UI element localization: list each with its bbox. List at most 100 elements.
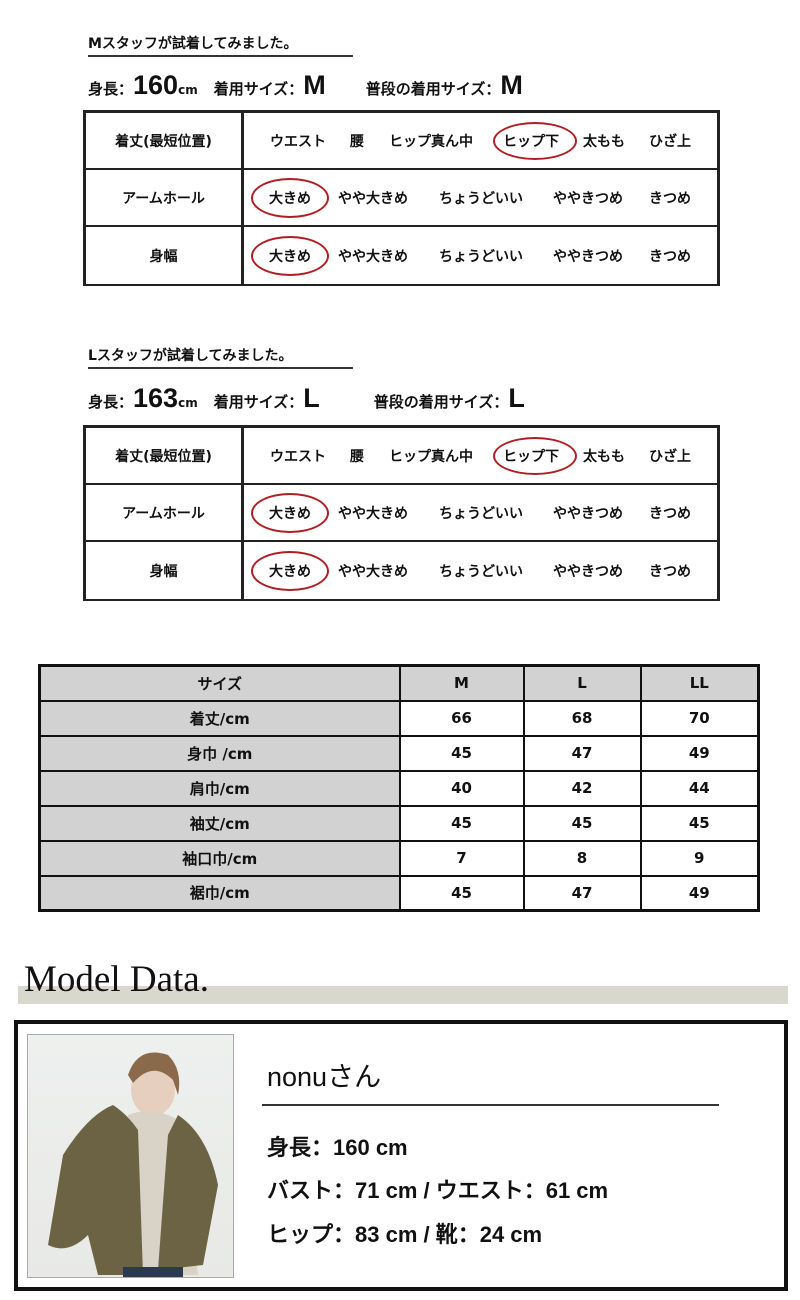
wear: M <box>303 70 326 100</box>
wear-label: 着用サイズ： <box>213 393 304 411</box>
selected-highlight-ring <box>251 235 329 276</box>
usual: L <box>508 383 525 413</box>
height-label: 身長： <box>88 393 134 411</box>
fit-option: きつめ <box>649 563 691 580</box>
fit-option: きつめ <box>649 248 691 265</box>
height: 160 <box>133 70 179 100</box>
fit-option: ひざ上 <box>649 133 691 150</box>
fit-option: やや大きめ <box>338 248 408 265</box>
fit-option: やや大きめ <box>338 190 408 207</box>
fit-table: 着丈(最短位置) ウエスト腰ヒップ真ん中 ヒップ下 太もも ひざ上 アームホール 大きめ やや… <box>83 425 720 601</box>
fit-options: 大きめ やや大きめ ちょうどいい ややきつめ きつめ <box>244 542 717 599</box>
size-table: サイズ M L LL 着丈/cm 66 68 70 身巾 /cm 45 47 49 肩巾/cm 40 42… <box>38 664 760 912</box>
size-row: 袖口巾/cm 7 8 9 <box>38 839 760 877</box>
fit-row: アームホール 大きめ やや大きめ ちょうどいい ややきつめ きつめ <box>86 485 717 542</box>
size-row: 身巾 /cm 45 47 49 <box>38 734 760 772</box>
fit-options: ウエスト腰ヒップ真ん中 ヒップ下 太もも ひざ上 <box>244 428 717 483</box>
fit-row-label: 身幅 <box>86 542 244 599</box>
model-data-bar <box>18 986 788 1004</box>
fit-option: 腰 <box>350 133 364 150</box>
usual-label: 普段の着用サイズ： <box>365 80 501 98</box>
height-unit: cm <box>178 83 198 97</box>
size-value: 47 <box>522 734 642 772</box>
fit-option: ウエスト <box>270 448 326 465</box>
size-row: 着丈/cm 66 68 70 <box>38 699 760 737</box>
fit-option: ヒップ真ん中 <box>389 133 473 150</box>
model-name: nonuさん <box>267 1062 382 1092</box>
size-header-cell: L <box>522 664 642 702</box>
size-value: 66 <box>398 699 525 737</box>
fit-option: ややきつめ <box>553 190 623 207</box>
size-value: 40 <box>398 769 525 807</box>
size-value: 45 <box>398 734 525 772</box>
size-row-label: 肩巾/cm <box>38 769 401 807</box>
fit-option: ちょうどいい <box>439 248 523 265</box>
fit-option: きつめ <box>649 190 691 207</box>
model-height: 身長：160 cm <box>267 1135 408 1160</box>
fit-table: 着丈(最短位置) ウエスト腰ヒップ真ん中 ヒップ下 太もも ひざ上 アームホール 大きめ やや… <box>83 110 720 286</box>
fit-row: 身幅 大きめ やや大きめ ちょうどいい ややきつめ きつめ <box>86 227 717 284</box>
size-header-cell: サイズ <box>38 664 401 702</box>
fit-row-label: アームホール <box>86 485 244 540</box>
fit-row-label: 着丈(最短位置) <box>86 113 244 168</box>
fit-options: ウエスト腰ヒップ真ん中 ヒップ下 太もも ひざ上 <box>244 113 717 168</box>
size-row: 袖丈/cm 45 45 45 <box>38 804 760 842</box>
wear: L <box>303 383 320 413</box>
size-row-label: 身巾 /cm <box>38 734 401 772</box>
size-value: 45 <box>639 804 760 842</box>
fit-option: ちょうどいい <box>439 563 523 580</box>
fit-option: ややきつめ <box>553 563 623 580</box>
staff-stats: 身長： 163 cm 着用サイズ： L 普段の着用サイズ： L <box>88 383 525 414</box>
size-header-cell: LL <box>639 664 760 702</box>
size-row: 肩巾/cm 40 42 44 <box>38 769 760 807</box>
fit-options: 大きめ やや大きめ ちょうどいい ややきつめ きつめ <box>244 170 717 225</box>
size-value: 45 <box>522 804 642 842</box>
height-label: 身長： <box>88 80 134 98</box>
size-row-label: 袖口巾/cm <box>38 839 401 877</box>
model-data-box <box>14 1020 788 1291</box>
fit-option: きつめ <box>649 505 691 522</box>
model-bust-waist: バスト：71 cm / ウエスト：61 cm <box>267 1178 609 1203</box>
model-photo <box>27 1034 234 1278</box>
fit-options: 大きめ やや大きめ ちょうどいい ややきつめ きつめ <box>244 485 717 540</box>
selected-highlight-ring <box>493 121 577 160</box>
size-value: 47 <box>522 874 642 912</box>
size-value: 49 <box>639 734 760 772</box>
staff-title: Mスタッフが試着してみました。 <box>88 33 353 57</box>
size-value: 45 <box>398 874 525 912</box>
fit-row-label: 着丈(最短位置) <box>86 428 244 483</box>
height-unit: cm <box>178 396 198 410</box>
fit-row: 身幅 大きめ やや大きめ ちょうどいい ややきつめ きつめ <box>86 542 717 599</box>
fit-option: 腰 <box>350 448 364 465</box>
size-value: 7 <box>398 839 525 877</box>
model-data-title: Model Data. <box>24 959 209 1000</box>
staff-title: Lスタッフが試着してみました。 <box>88 345 353 369</box>
selected-highlight-ring <box>493 436 577 475</box>
staff-stats: 身長： 160 cm 着用サイズ： M 普段の着用サイズ： M <box>88 70 523 101</box>
selected-highlight-ring <box>251 177 329 218</box>
fit-row-label: アームホール <box>86 170 244 225</box>
size-row-label: 着丈/cm <box>38 699 401 737</box>
fit-option: やや大きめ <box>338 505 408 522</box>
fit-option: 太もも <box>583 133 625 150</box>
fit-option: ちょうどいい <box>439 505 523 522</box>
size-value: 8 <box>522 839 642 877</box>
fit-option: ウエスト <box>270 133 326 150</box>
size-value: 44 <box>639 769 760 807</box>
usual-label: 普段の着用サイズ： <box>373 393 509 411</box>
height: 163 <box>133 383 179 413</box>
fit-option: ややきつめ <box>553 248 623 265</box>
size-value: 49 <box>639 874 760 912</box>
usual: M <box>500 70 523 100</box>
fit-row: 着丈(最短位置) ウエスト腰ヒップ真ん中 ヒップ下 太もも ひざ上 <box>86 113 717 170</box>
fit-options: 大きめ やや大きめ ちょうどいい ややきつめ きつめ <box>244 227 717 284</box>
wear-label: 着用サイズ： <box>213 80 304 98</box>
size-value: 45 <box>398 804 525 842</box>
divider <box>262 1104 719 1106</box>
size-value: 42 <box>522 769 642 807</box>
fit-row: 着丈(最短位置) ウエスト腰ヒップ真ん中 ヒップ下 太もも ひざ上 <box>86 428 717 485</box>
model-hip-shoes: ヒップ：83 cm / 靴：24 cm <box>267 1222 543 1247</box>
fit-option: ひざ上 <box>649 448 691 465</box>
fit-row-label: 身幅 <box>86 227 244 284</box>
size-row-label: 袖丈/cm <box>38 804 401 842</box>
